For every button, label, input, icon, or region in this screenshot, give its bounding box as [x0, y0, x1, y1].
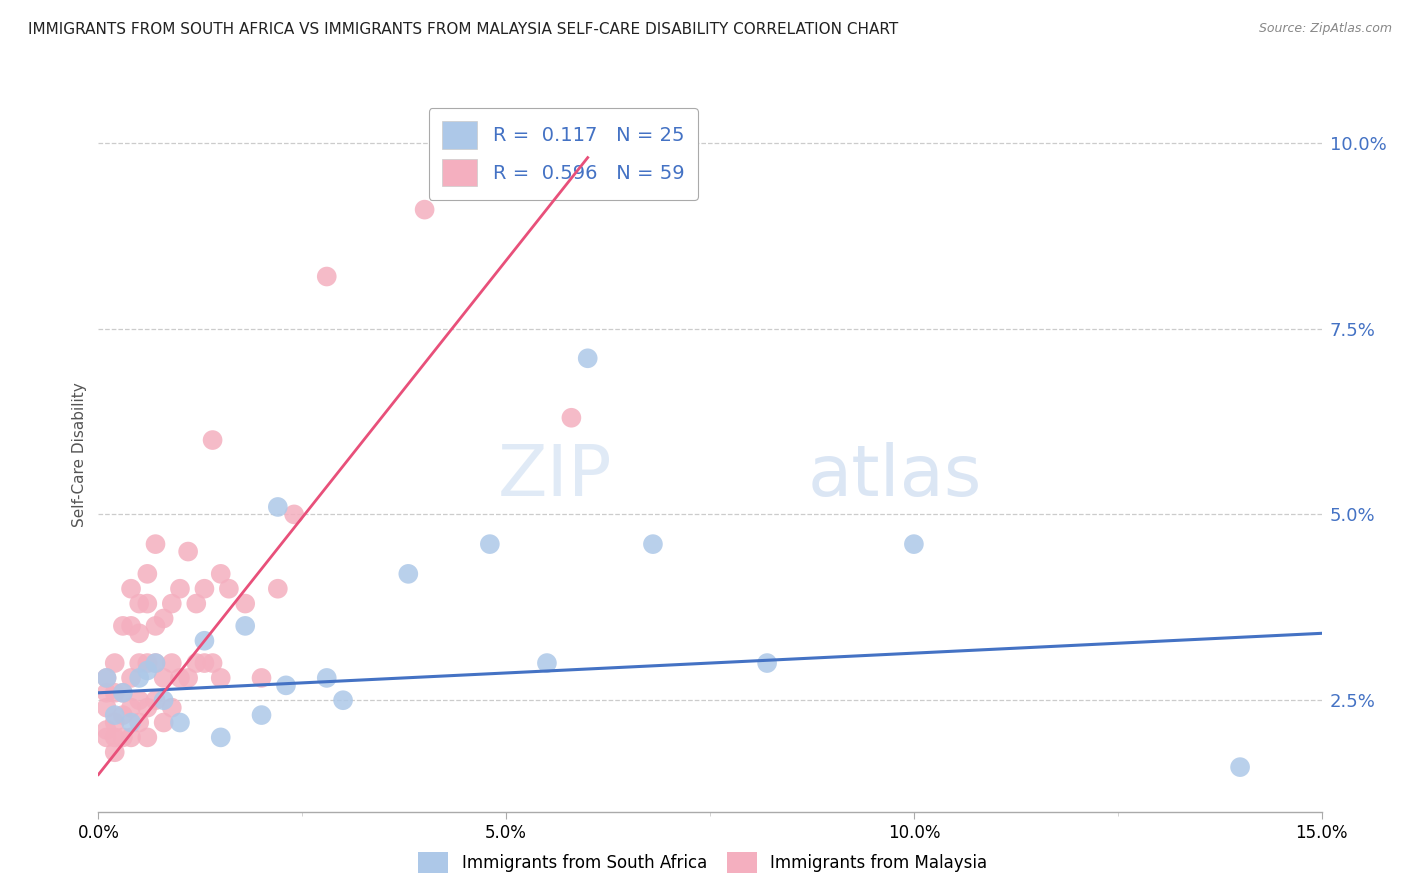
- Point: [111, 708, 134, 723]
- Text: ZIP: ZIP: [498, 442, 612, 511]
- Point: [169, 671, 191, 685]
- Point: [120, 731, 142, 745]
- Point: [903, 537, 925, 551]
- Point: [169, 582, 191, 596]
- Point: [96, 671, 118, 685]
- Point: [96, 723, 118, 737]
- Point: [201, 656, 224, 670]
- Point: [120, 582, 142, 596]
- Point: [104, 731, 127, 745]
- Point: [152, 715, 174, 730]
- Point: [145, 656, 167, 670]
- Point: [152, 611, 174, 625]
- Point: [193, 633, 215, 648]
- Text: IMMIGRANTS FROM SOUTH AFRICA VS IMMIGRANTS FROM MALAYSIA SELF-CARE DISABILITY CO: IMMIGRANTS FROM SOUTH AFRICA VS IMMIGRAN…: [28, 22, 898, 37]
- Point: [274, 678, 297, 692]
- Point: [136, 566, 159, 581]
- Point: [136, 700, 159, 714]
- Point: [396, 566, 419, 581]
- Point: [136, 731, 159, 745]
- Point: [177, 671, 200, 685]
- Point: [111, 686, 134, 700]
- Point: [233, 619, 256, 633]
- Point: [152, 671, 174, 685]
- Point: [111, 731, 134, 745]
- Point: [177, 544, 200, 558]
- Point: [193, 582, 215, 596]
- Point: [96, 686, 118, 700]
- Point: [145, 619, 167, 633]
- Y-axis label: Self-Care Disability: Self-Care Disability: [72, 383, 87, 527]
- Point: [169, 715, 191, 730]
- Point: [120, 715, 142, 730]
- Point: [536, 656, 558, 670]
- Point: [111, 619, 134, 633]
- Point: [641, 537, 664, 551]
- Point: [332, 693, 354, 707]
- Point: [128, 656, 150, 670]
- Point: [145, 537, 167, 551]
- Point: [128, 671, 150, 685]
- Point: [315, 269, 337, 284]
- Point: [136, 656, 159, 670]
- Point: [96, 700, 118, 714]
- Point: [152, 693, 174, 707]
- Legend: Immigrants from South Africa, Immigrants from Malaysia: Immigrants from South Africa, Immigrants…: [412, 846, 994, 880]
- Point: [250, 708, 273, 723]
- Point: [136, 597, 159, 611]
- Point: [111, 686, 134, 700]
- Point: [315, 671, 337, 685]
- Text: Source: ZipAtlas.com: Source: ZipAtlas.com: [1258, 22, 1392, 36]
- Point: [104, 686, 127, 700]
- Point: [267, 500, 290, 514]
- Point: [128, 597, 150, 611]
- Point: [120, 700, 142, 714]
- Point: [413, 202, 436, 217]
- Point: [136, 664, 159, 678]
- Point: [283, 508, 305, 522]
- Point: [128, 715, 150, 730]
- Point: [128, 626, 150, 640]
- Point: [104, 708, 127, 723]
- Point: [96, 731, 118, 745]
- Point: [104, 715, 127, 730]
- Point: [120, 671, 142, 685]
- Point: [145, 656, 167, 670]
- Point: [560, 410, 582, 425]
- Point: [145, 693, 167, 707]
- Point: [160, 700, 183, 714]
- Point: [186, 656, 208, 670]
- Point: [218, 582, 240, 596]
- Point: [120, 619, 142, 633]
- Point: [160, 597, 183, 611]
- Point: [478, 537, 501, 551]
- Point: [160, 656, 183, 670]
- Point: [104, 656, 127, 670]
- Point: [128, 693, 150, 707]
- Point: [209, 671, 232, 685]
- Point: [209, 731, 232, 745]
- Point: [576, 351, 599, 366]
- Point: [233, 597, 256, 611]
- Point: [96, 671, 118, 685]
- Point: [186, 597, 208, 611]
- Point: [756, 656, 779, 670]
- Point: [267, 582, 290, 596]
- Point: [250, 671, 273, 685]
- Point: [201, 433, 224, 447]
- Text: atlas: atlas: [808, 442, 983, 511]
- Point: [1229, 760, 1251, 774]
- Point: [209, 566, 232, 581]
- Point: [104, 745, 127, 759]
- Legend: R =  0.117   N = 25, R =  0.596   N = 59: R = 0.117 N = 25, R = 0.596 N = 59: [429, 108, 697, 200]
- Point: [193, 656, 215, 670]
